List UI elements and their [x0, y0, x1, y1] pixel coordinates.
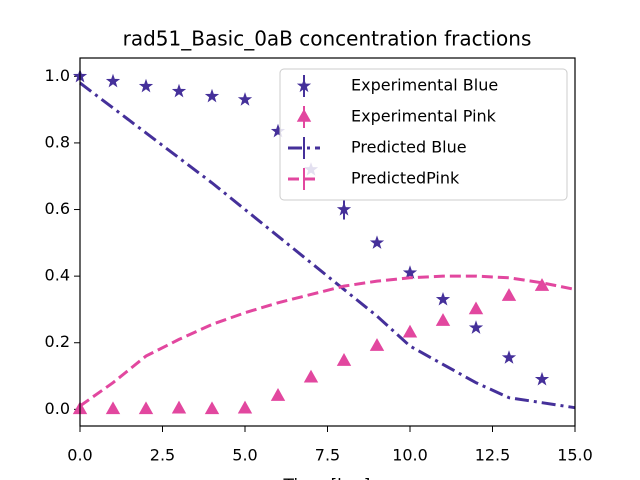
marker	[237, 92, 253, 106]
marker	[501, 350, 517, 364]
legend-box	[279, 68, 568, 201]
marker	[534, 278, 550, 291]
marker	[336, 353, 352, 366]
marker	[138, 401, 154, 415]
x-tick-label: 5.0	[232, 446, 257, 465]
x-tick-label: 15.0	[557, 446, 593, 465]
marker	[171, 83, 187, 98]
x-tick-label: 7.5	[315, 446, 340, 465]
legend-label: Experimental Pink	[351, 107, 497, 126]
marker	[270, 388, 286, 401]
marker	[105, 401, 121, 415]
legend-label: PredictedPink	[351, 169, 460, 188]
marker	[204, 88, 220, 103]
legend: Experimental Blue Experimental Pink Predic…	[279, 68, 568, 201]
legend-label: Predicted Blue	[351, 138, 467, 157]
marker	[468, 320, 484, 334]
marker	[171, 400, 187, 414]
marker	[369, 235, 385, 249]
line	[79, 81, 576, 410]
line	[79, 274, 576, 408]
y-tick-label: 0.8	[45, 132, 70, 151]
chart-title: rad51_Basic_0aB concentration fractions	[123, 27, 532, 51]
x-tick-label: 2.5	[150, 446, 175, 465]
marker	[534, 371, 550, 386]
marker	[237, 400, 253, 414]
x-tick-label: 0.0	[67, 446, 92, 465]
y-tick-label: 0.0	[45, 399, 70, 418]
axes-frame	[79, 57, 576, 427]
marker	[468, 301, 484, 315]
marker	[435, 313, 451, 326]
legend-marker	[296, 109, 312, 122]
marker	[138, 78, 154, 93]
y-tick-label: 0.6	[45, 199, 70, 218]
marker	[270, 123, 286, 138]
marker	[501, 288, 517, 301]
x-tick-label: 10.0	[392, 446, 428, 465]
marker	[336, 202, 352, 216]
y-tick-label: 0.4	[45, 266, 70, 285]
marker	[402, 324, 418, 338]
y-tick-label: 0.2	[45, 332, 70, 351]
marker	[303, 369, 319, 383]
y-tick-label: 1.0	[45, 66, 70, 85]
legend-label: Experimental Blue	[351, 76, 498, 95]
legend-marker	[296, 78, 312, 93]
plot-area	[72, 68, 576, 415]
x-axis-label: Time [hrs]	[283, 476, 371, 480]
marker	[105, 73, 121, 88]
marker	[204, 401, 220, 415]
marker	[369, 338, 385, 351]
marker	[435, 291, 451, 306]
x-tick-label: 12.5	[475, 446, 511, 465]
marker	[402, 265, 418, 279]
